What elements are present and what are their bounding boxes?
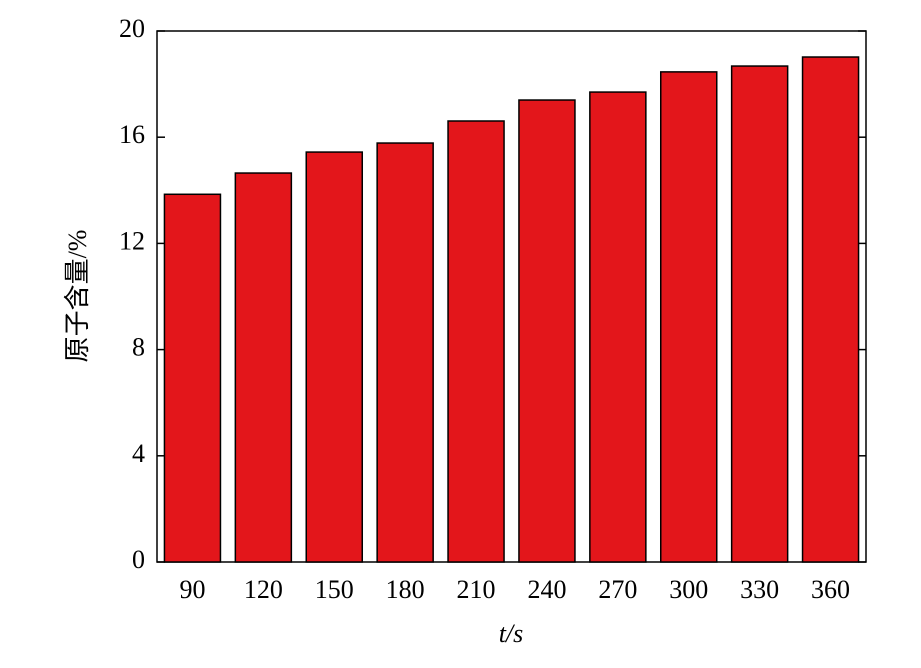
x-tick-label: 360 xyxy=(811,575,850,604)
bar xyxy=(234,172,293,563)
plot-frame xyxy=(156,30,867,563)
y-tick-label: 20 xyxy=(119,14,145,43)
bar xyxy=(518,99,576,563)
x-tick-label: 90 xyxy=(179,575,205,604)
x-tick-label: 270 xyxy=(598,575,637,604)
x-axis-label: t/s xyxy=(499,619,524,648)
x-tick-label: 210 xyxy=(457,575,496,604)
y-tick-label: 16 xyxy=(119,120,145,149)
y-axis-label: 原子含量/% xyxy=(63,230,92,363)
bar xyxy=(447,120,505,563)
bar xyxy=(801,56,860,563)
bar xyxy=(163,193,222,563)
y-tick-label: 4 xyxy=(132,439,145,468)
bar xyxy=(376,142,434,563)
x-tick-label: 120 xyxy=(244,575,283,604)
x-tick-label: 330 xyxy=(740,575,779,604)
y-tick-label: 8 xyxy=(132,333,145,362)
bar xyxy=(659,71,718,563)
bar xyxy=(589,91,647,563)
y-tick-label: 0 xyxy=(132,545,145,574)
bar xyxy=(730,65,789,563)
x-tick-label: 150 xyxy=(315,575,354,604)
x-tick-label: 240 xyxy=(527,575,566,604)
x-tick-label: 180 xyxy=(386,575,425,604)
bar xyxy=(305,151,364,563)
x-tick-label: 300 xyxy=(669,575,708,604)
y-tick-label: 12 xyxy=(119,226,145,255)
